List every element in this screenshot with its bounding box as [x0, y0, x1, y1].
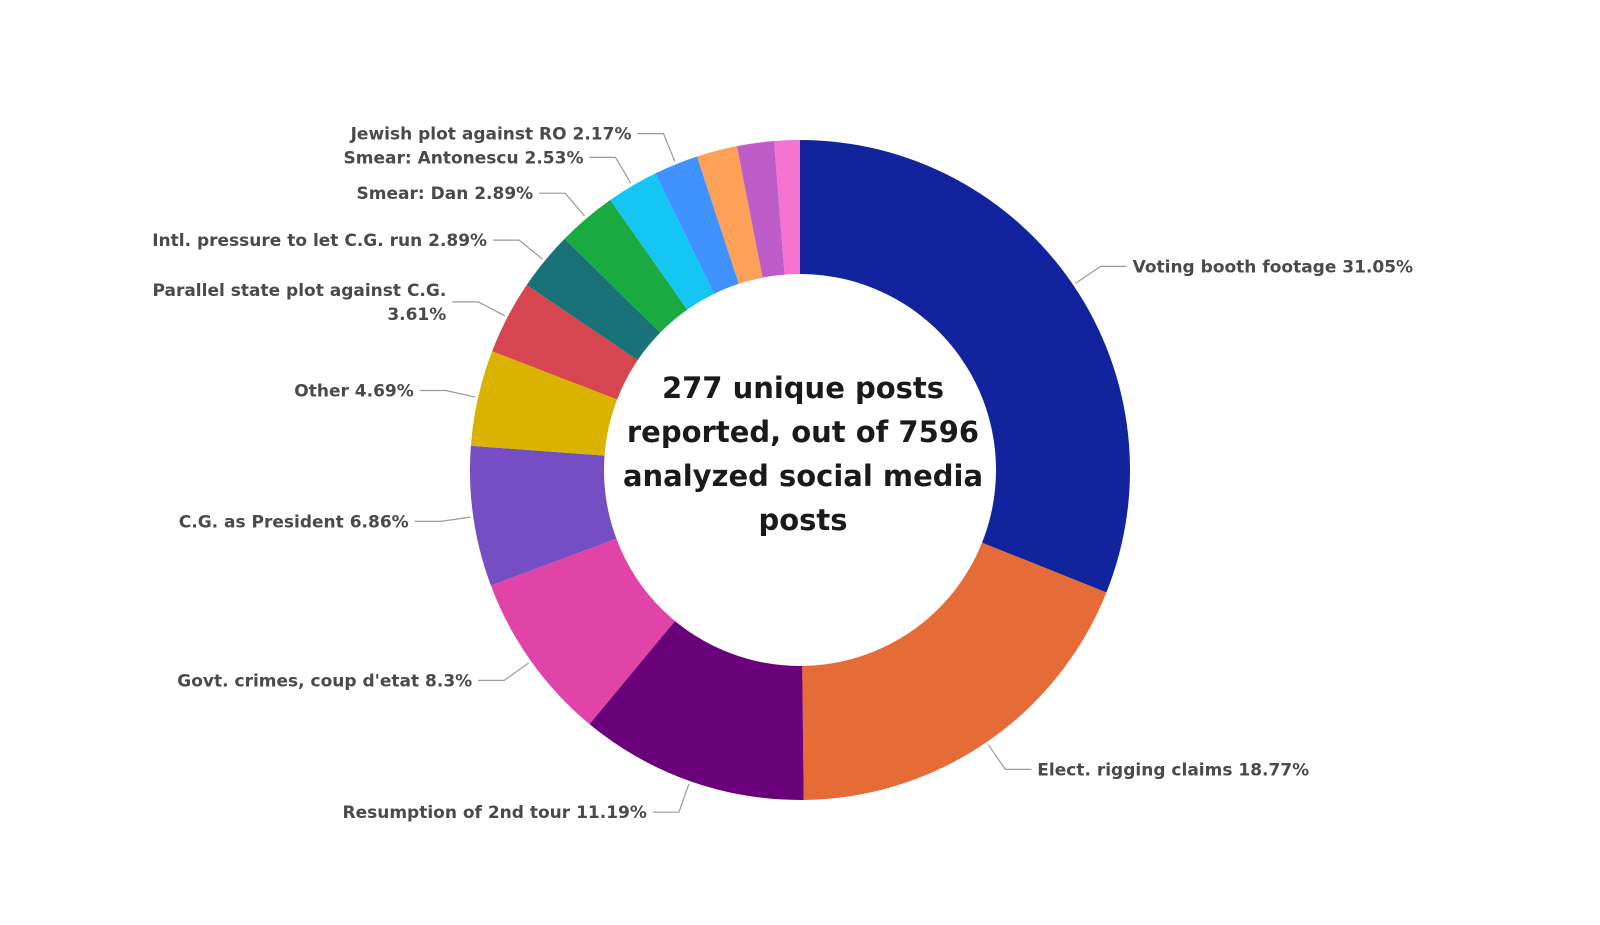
leader-line-1: [987, 744, 1032, 771]
leader-line-4: [414, 516, 471, 523]
leader-line-9: [589, 156, 632, 184]
slice-label-10: Jewish plot against RO 2.17%: [350, 125, 632, 145]
slice-label-3: Govt. crimes, coup d'etat 8.3%: [177, 671, 472, 691]
slice-label-0: Voting booth footage 31.05%: [1133, 257, 1414, 277]
slice-label-2: Resumption of 2nd tour 11.19%: [342, 803, 646, 823]
leader-line-2: [652, 783, 690, 813]
donut-slice-5: [470, 351, 618, 456]
donut-slice-12: [736, 141, 785, 278]
slice-label-6: Parallel state plot against C.G. 3.61%: [152, 281, 446, 325]
slice-label-9: Smear: Antonescu 2.53%: [344, 148, 584, 168]
donut-slice-4: [469, 445, 617, 586]
donut-slice-13: [774, 140, 800, 275]
donut-slice-8: [564, 200, 688, 333]
donut-slice-1: [802, 542, 1107, 800]
slice-label-1: Elect. rigging claims 18.77%: [1037, 760, 1309, 780]
slice-label-7: Intl. pressure to let C.G. run 2.89%: [152, 231, 487, 251]
leader-line-10: [637, 133, 676, 162]
slice-label-5: Other 4.69%: [294, 382, 414, 402]
donut-slice-0: [800, 140, 1130, 593]
slice-labels-layer: Voting booth footage 31.05% Elect. riggin…: [152, 125, 1413, 824]
center-label: 277 unique posts reported, out of 7596 a…: [622, 371, 984, 537]
leader-line-8: [539, 192, 586, 217]
donut-slice-7: [526, 238, 661, 361]
donut-slice-10: [655, 156, 739, 294]
leader-lines-layer: [414, 133, 1127, 813]
leader-line-0: [1075, 265, 1127, 284]
slices-layer: [469, 140, 1130, 801]
donut-slice-11: [697, 146, 763, 284]
donut-slice-6: [492, 285, 638, 400]
slice-label-8: Smear: Dan 2.89%: [357, 184, 534, 204]
donut-slice-3: [490, 538, 675, 725]
leader-line-5: [419, 389, 476, 398]
leader-line-7: [493, 239, 543, 260]
leader-line-3: [478, 662, 529, 682]
donut-slice-9: [610, 173, 715, 310]
leader-line-6: [452, 301, 506, 317]
slice-label-4: C.G. as President 6.86%: [179, 512, 409, 532]
donut-slice-2: [589, 620, 804, 801]
